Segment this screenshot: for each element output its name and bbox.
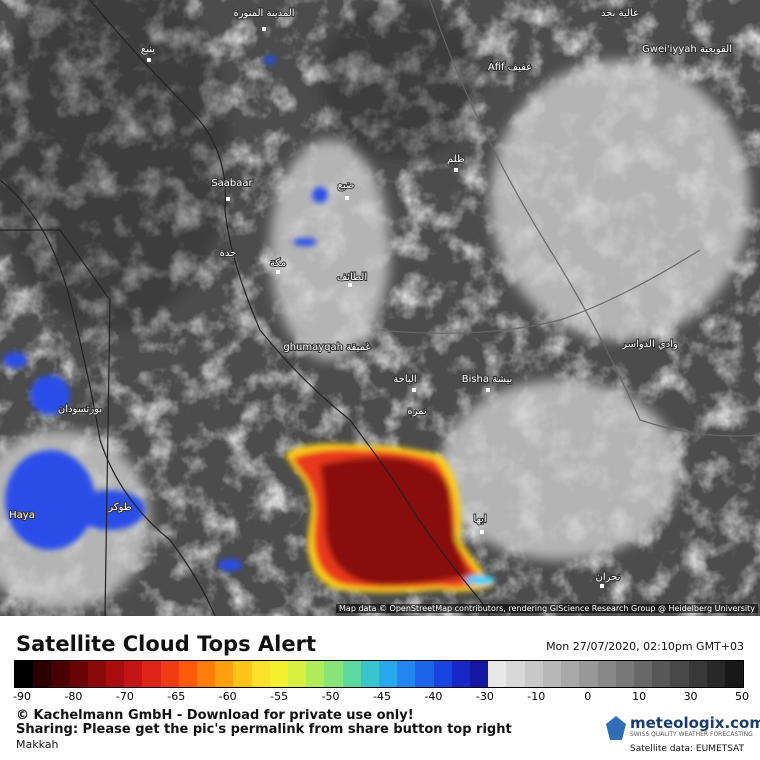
title: Satellite Cloud Tops Alert [16,632,316,656]
place-label: Saabaar [211,178,253,189]
scale-swatch [306,661,325,687]
scale-swatch [15,661,34,687]
scale-swatch [124,661,143,687]
scale-swatch [688,661,707,687]
data-source: Satellite data: EUMETSAT [630,744,744,754]
scale-swatch [488,661,507,687]
tick-label: -10 [527,690,546,703]
scale-swatch [415,661,434,687]
sharing-note: Sharing: Please get the pic's permalink … [16,722,512,737]
tick-label: -45 [373,690,391,703]
scale-swatch [178,661,198,687]
scale-swatch [433,661,452,687]
scale-swatch [379,661,398,687]
scale-swatch [597,661,616,687]
scale-swatch [197,661,216,687]
scale-swatch [397,661,416,687]
tagline: SWISS QUALITY WEATHER FORECASTING [630,731,753,738]
place-label: وادي الدواسر [621,339,678,350]
place-label: ظلم [447,154,465,165]
scale-swatch [106,661,125,687]
tick-label: -65 [167,690,186,703]
scale-swatch [269,661,289,687]
copyright: © Kachelmann GmbH - Download for private… [16,708,414,723]
place-label: Gwei'iyyah القويعية [642,44,732,55]
place-label: نجران [596,572,621,583]
scale-swatch [160,661,179,687]
map-attribution: Map data © OpenStreetMap contributors, r… [336,604,758,613]
scale-swatch [451,661,471,687]
tick-label: 10 [632,690,647,703]
satellite-map: المدينة المنورة ينبع عالية نجد Gwei'iyyah ا… [0,0,760,616]
scale-swatch [506,661,525,687]
logo-icon [606,716,626,740]
tick-label: -40 [424,690,443,703]
scale-swatch [233,661,252,687]
scale-swatch [360,661,380,687]
scale-swatch [69,661,88,687]
scale-swatch [670,661,689,687]
scale-swatch [652,661,671,687]
tick-label: -60 [218,690,237,703]
place-label: مكة [270,258,286,269]
scale-swatch [561,661,580,687]
place-label: الباحة [393,374,416,385]
scale-swatch [87,661,107,687]
region: Makkah [16,738,59,751]
scale-swatch [524,661,543,687]
scale-swatch [251,661,270,687]
place-label: ضبع [338,180,355,191]
place-label: المدينة المنورة [233,8,294,19]
scale-swatch [33,661,52,687]
color-scale [14,660,744,688]
place-label: طوكر [107,502,131,513]
scale-swatch [288,661,307,687]
tick-label: 30 [683,690,698,703]
place-label: Afif عفيف [488,62,532,73]
scale-swatch [633,661,653,687]
tick-label: 50 [735,690,749,703]
scale-swatch [342,661,361,687]
timestamp: Mon 27/07/2020, 02:10pm GMT+03 [546,640,744,653]
scale-swatch [724,661,744,687]
place-label: ghumayqah غميقة [283,342,370,353]
place-label: نمرة [407,406,426,417]
place-label: ينبع [141,44,155,55]
tick-label: -30 [475,690,494,703]
place-label: عالية نجد [601,8,639,19]
scale-ticks: -90 -80 -70 -65 -60 -55 -50 -45 -40 -30 -10 0 10 30 50 [0,690,760,704]
tick-label: -70 [115,690,134,703]
brand: meteologix.com [630,714,760,732]
scale-swatch [324,661,343,687]
scale-swatch [706,661,725,687]
place-label: جدة [220,248,237,259]
place-label: ابها [473,514,486,525]
scale-swatch [142,661,161,687]
place-label: Haya [9,510,35,521]
place-label: Bisha بيشة [462,374,513,385]
tick-label: 0 [584,690,592,703]
scale-swatch [215,661,234,687]
tick-label: -55 [270,690,289,703]
scale-swatch [579,661,598,687]
scale-swatch [51,661,70,687]
tick-label: -80 [64,690,83,703]
place-label: الطائف [337,272,367,283]
tick-label: -50 [321,690,340,703]
scale-swatch [470,661,489,687]
tick-label: -90 [13,690,31,703]
scale-swatch [542,661,562,687]
scale-swatch [615,661,634,687]
place-label: بورتسودان [58,404,102,415]
